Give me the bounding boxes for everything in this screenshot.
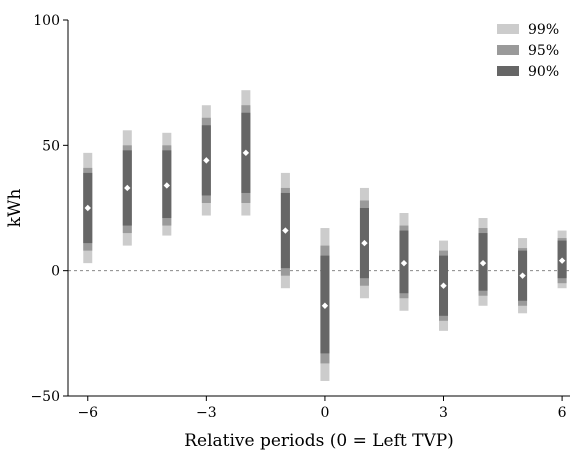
x-tick-label: 3 <box>439 405 448 421</box>
legend-swatch <box>497 45 519 55</box>
x-tick-label: 6 <box>558 405 567 421</box>
chart-axes: −50 0 50 100 −6 −3 0 3 6 <box>30 13 570 421</box>
point-estimate-marker <box>361 239 368 247</box>
legend-swatch <box>497 66 519 76</box>
y-tick-label: −50 <box>30 389 60 405</box>
legend-label: 99% <box>528 22 559 38</box>
x-axis-title: Relative periods (0 = Left TVP) <box>184 431 454 450</box>
y-axis-title: kWh <box>5 189 25 228</box>
y-tick-label: 0 <box>51 264 60 280</box>
y-tick-label: 100 <box>33 13 60 29</box>
point-estimate-marker <box>124 184 131 192</box>
point-estimate-marker <box>558 257 566 264</box>
point-estimate-marker <box>479 259 487 267</box>
legend: 99% 95% 90% <box>497 22 559 80</box>
point-estimate-marker <box>519 272 526 279</box>
point-estimate-marker <box>84 204 91 212</box>
point-estimate-marker <box>400 259 408 267</box>
legend-swatch <box>497 24 519 34</box>
point-estimate-marker <box>242 149 250 157</box>
x-tick-label: 0 <box>320 405 329 421</box>
point-estimate-marker <box>282 227 289 234</box>
point-estimate-marker <box>203 157 210 164</box>
x-tick-label: −3 <box>196 405 217 421</box>
y-tick-label: 50 <box>42 138 60 154</box>
point-estimate-marker <box>321 302 329 309</box>
confidence-interval-bars <box>83 90 567 381</box>
x-tick-label: −6 <box>77 405 98 421</box>
legend-label: 90% <box>528 64 559 80</box>
point-estimate-marker <box>163 182 171 189</box>
point-estimate-marker <box>440 282 447 289</box>
legend-label: 95% <box>528 43 559 59</box>
